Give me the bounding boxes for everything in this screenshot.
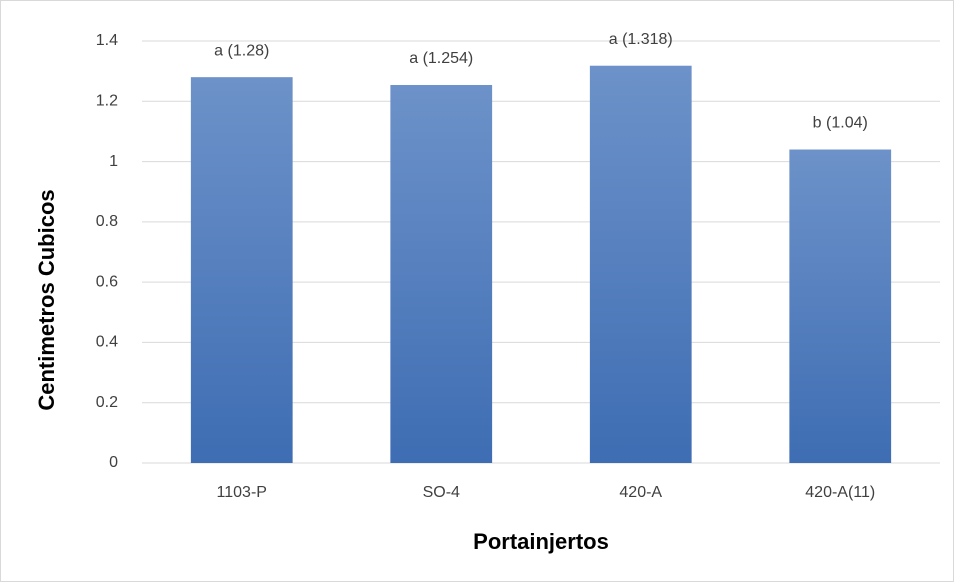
x-tick-label: 1103-P — [217, 484, 267, 501]
bar — [190, 77, 293, 464]
x-tick-label: 420-A(11) — [805, 484, 875, 501]
y-tick-label: 1 — [109, 153, 118, 170]
x-tick-label: SO-4 — [423, 484, 460, 501]
bar — [789, 149, 892, 463]
y-tick-label: 1.4 — [96, 32, 118, 49]
y-tick-label: 0.8 — [96, 213, 118, 230]
y-tick-label: 0.6 — [96, 273, 118, 290]
x-axis-title: Portainjertos — [473, 529, 609, 554]
bar — [390, 85, 493, 463]
y-tick-label: 0 — [109, 454, 118, 471]
y-axis-title: Centimetros Cubicos — [34, 189, 59, 410]
data-label: a (1.318) — [609, 31, 673, 48]
x-tick-label: 420-A — [619, 484, 662, 501]
bar — [589, 65, 692, 464]
y-tick-label: 0.2 — [96, 394, 118, 411]
data-label: a (1.28) — [214, 42, 269, 59]
data-label: b (1.04) — [813, 115, 868, 132]
data-label: a (1.254) — [409, 50, 473, 67]
y-tick-label: 0.4 — [96, 334, 118, 351]
y-tick-label: 1.2 — [96, 93, 118, 110]
